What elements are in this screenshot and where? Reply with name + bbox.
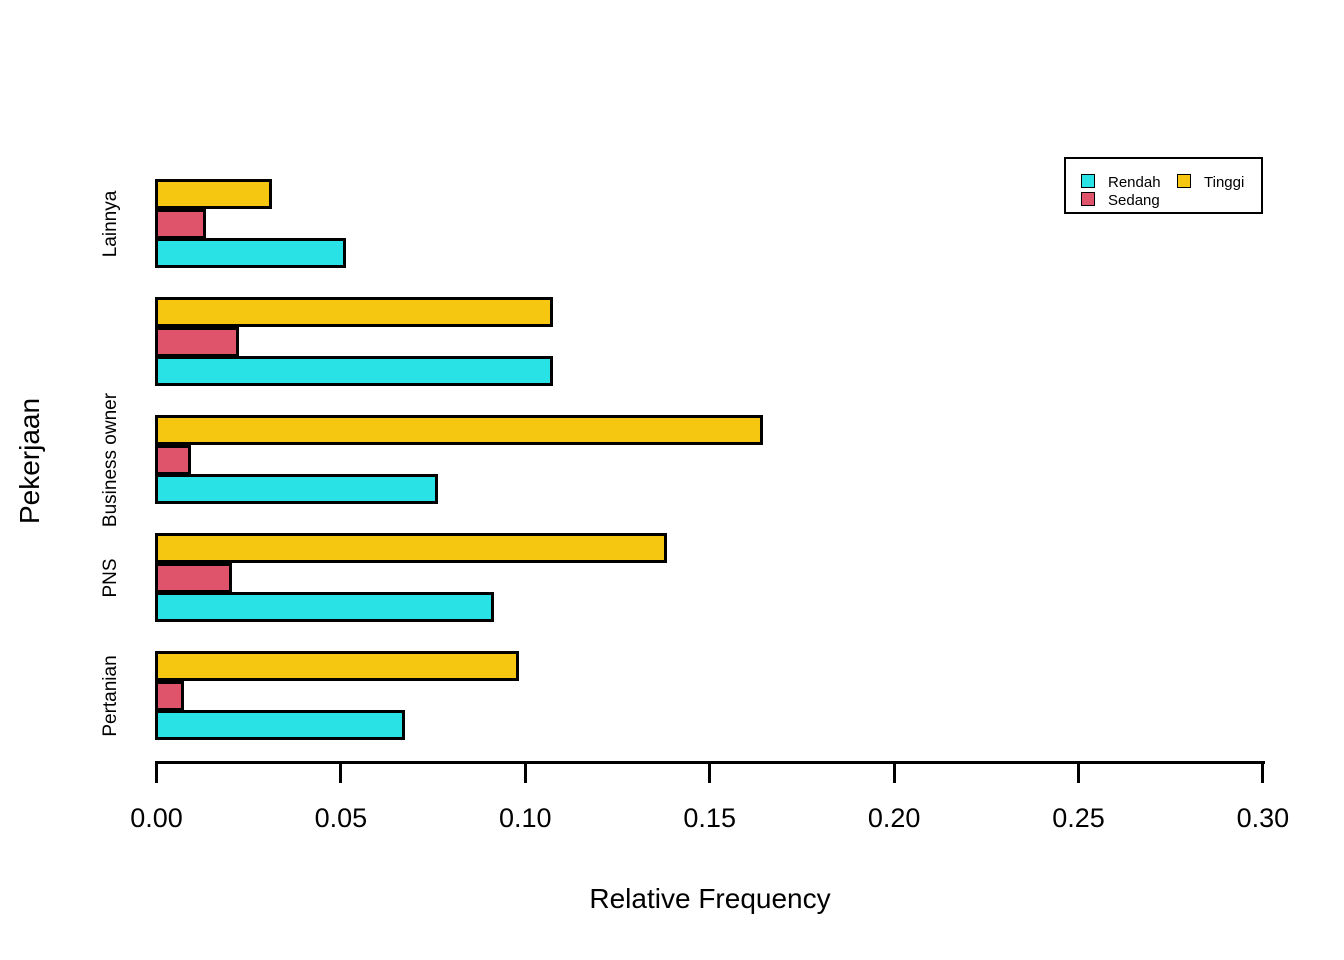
bar-tinggi-pns: [155, 533, 667, 563]
x-axis-tick-0.15: [708, 762, 712, 783]
bar-sedang-pns: [155, 563, 232, 593]
legend-label-rendah: Rendah: [1108, 173, 1161, 191]
x-axis-tick-0.00: [155, 762, 158, 783]
x-axis-tick-label-0.30: 0.30: [1236, 803, 1290, 833]
bar-sedang-business-owner: [155, 445, 191, 475]
x-axis-tick-label-0.15: 0.15: [683, 803, 736, 833]
bar-sedang-lainnya: [155, 209, 206, 239]
x-axis-tick-label-0.10: 0.10: [499, 803, 552, 833]
legend-label-sedang: Sedang: [1108, 191, 1160, 209]
x-axis-tick-0.25: [1077, 762, 1080, 783]
bar-rendah-business-owner: [155, 474, 438, 504]
x-axis-tick-0.20: [892, 762, 896, 783]
legend: Rendah Sedang Tinggi: [1064, 157, 1263, 214]
x-axis-tick-0.10: [523, 762, 527, 783]
x-axis-tick-label-0.20: 0.20: [867, 803, 921, 833]
bar-rendah-pertanian: [155, 710, 405, 740]
x-axis-tick-0.05: [339, 762, 343, 783]
x-axis-tick-0.30: [1261, 762, 1265, 783]
bar-sedang-pertanian: [155, 681, 184, 711]
x-axis-tick-label-0.05: 0.05: [314, 803, 368, 833]
x-axis-tick-label-0.00: 0.00: [130, 803, 183, 833]
category-label-pns: PNS: [100, 558, 121, 598]
bar-tinggi-business-owner: [155, 415, 763, 445]
legend-swatch-tinggi: [1177, 174, 1191, 188]
bar-tinggi-group2: [155, 297, 553, 327]
y-axis-title: Pekerjaan: [14, 397, 45, 525]
bar-tinggi-pertanian: [155, 651, 519, 681]
legend-label-tinggi: Tinggi: [1204, 173, 1245, 191]
x-axis-tick-label-0.25: 0.25: [1052, 803, 1105, 833]
x-axis-title: Relative Frequency: [589, 883, 831, 914]
bar-rendah-lainnya: [155, 238, 346, 268]
bar-sedang-group2: [155, 327, 239, 357]
bar-rendah-pns: [155, 592, 494, 622]
category-label-business-owner: Business owner: [100, 392, 121, 528]
category-label-lainnya: Lainnya: [100, 190, 121, 258]
bar-tinggi-lainnya: [155, 179, 272, 209]
legend-swatch-rendah: [1081, 174, 1095, 188]
category-label-pertanian: Pertanian: [100, 655, 121, 737]
bar-rendah-group2: [155, 356, 553, 386]
legend-swatch-sedang: [1081, 192, 1095, 206]
